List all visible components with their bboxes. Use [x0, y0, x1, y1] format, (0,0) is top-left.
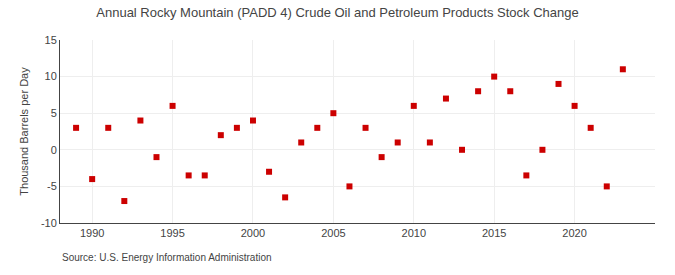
- svg-text:1990: 1990: [80, 227, 104, 239]
- svg-text:Annual Rocky Mountain (PADD 4): Annual Rocky Mountain (PADD 4) Crude Oil…: [96, 5, 578, 20]
- svg-text:15: 15: [45, 34, 57, 46]
- svg-text:2020: 2020: [562, 227, 586, 239]
- svg-text:-10: -10: [41, 217, 57, 229]
- svg-text:5: 5: [51, 107, 57, 119]
- svg-text:-5: -5: [47, 180, 57, 192]
- svg-text:1995: 1995: [160, 227, 184, 239]
- svg-text:2010: 2010: [402, 227, 426, 239]
- svg-text:2015: 2015: [482, 227, 506, 239]
- svg-text:2005: 2005: [321, 227, 345, 239]
- svg-text:0: 0: [51, 144, 57, 156]
- svg-text:2000: 2000: [241, 227, 265, 239]
- svg-text:Source: U.S. Energy Informatio: Source: U.S. Energy Information Administ…: [62, 252, 272, 263]
- svg-text:10: 10: [45, 70, 57, 82]
- svg-text:Thousand Barrels per Day: Thousand Barrels per Day: [18, 67, 30, 196]
